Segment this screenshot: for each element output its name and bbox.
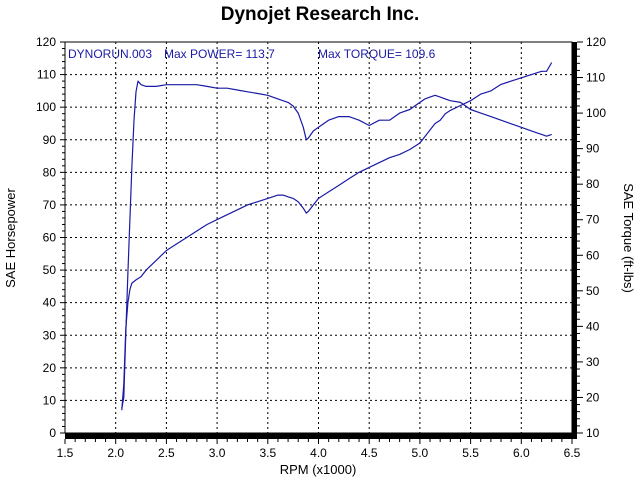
annotation-max-power: Max POWER= 113.7 [164, 47, 275, 61]
y-right-tick-label: 30 [586, 355, 600, 369]
y-left-tick-label: 80 [43, 165, 57, 179]
y-right-tick-label: 80 [586, 177, 600, 191]
y-left-tick-label: 30 [43, 328, 57, 342]
y-left-tick-label: 10 [43, 393, 57, 407]
y-left-tick-label: 60 [43, 231, 57, 245]
y-right-tick-label: 40 [586, 319, 600, 333]
y-left-tick-label: 90 [43, 133, 57, 147]
y-left-tick-label: 40 [43, 296, 57, 310]
grid [65, 42, 572, 433]
y-left-tick-label: 50 [43, 263, 57, 277]
x-ticks: 1.5 2.0 2.5 3.0 3.5 4.0 4.5 5.0 5.5 6.0 6.5 [57, 439, 581, 460]
x-tick-label: 3.0 [209, 446, 226, 460]
y-right-tick-label: 90 [586, 142, 600, 156]
y-left-ticks: 0 10 20 30 40 50 60 70 80 90 100 110 120 [36, 35, 65, 440]
y-right-tick-label: 10 [586, 426, 600, 440]
y-right-ticks: 10 20 30 40 50 60 70 80 90 100 110 120 [577, 35, 606, 440]
x-tick-label: 4.0 [310, 446, 327, 460]
y-right-tick-label: 100 [586, 106, 606, 120]
x-tick-label: 6.0 [513, 446, 530, 460]
x-tick-label: 5.5 [462, 446, 479, 460]
horsepower-line [121, 62, 553, 411]
annotation-run: DYNORUN.003 [68, 47, 152, 61]
x-tick-label: 4.5 [361, 446, 378, 460]
series-group [121, 62, 553, 411]
y-left-tick-label: 20 [43, 361, 57, 375]
x-tick-label: 5.0 [412, 446, 429, 460]
y-right-tick-label: 20 [586, 390, 600, 404]
x-axis-label: RPM (x1000) [280, 462, 357, 477]
y-right-tick-label: 110 [586, 71, 605, 85]
y-right-tick-label: 70 [586, 213, 600, 227]
y-left-tick-label: 0 [49, 426, 56, 440]
chart-title: Dynojet Research Inc. [221, 4, 420, 25]
y-right-tick-label: 120 [586, 35, 606, 49]
x-tick-label: 2.0 [107, 446, 124, 460]
y-right-axis-label: SAE Torque (ft-lbs) [621, 183, 636, 293]
y-left-tick-label: 70 [43, 198, 57, 212]
y-left-tick-label: 100 [36, 100, 56, 114]
y-right-axis-bar [572, 42, 577, 439]
y-left-axis-label: SAE Horsepower [3, 187, 18, 287]
annotation-max-torque: Max TORQUE= 109.6 [318, 47, 436, 61]
x-tick-label: 3.5 [259, 446, 276, 460]
torque-line [121, 80, 552, 409]
y-left-tick-label: 120 [36, 35, 56, 49]
x-tick-label: 6.5 [564, 446, 581, 460]
y-right-tick-label: 50 [586, 284, 600, 298]
x-tick-label: 1.5 [57, 446, 74, 460]
x-axis-bar [65, 433, 572, 439]
y-right-tick-label: 60 [586, 248, 600, 262]
y-left-tick-label: 110 [37, 68, 56, 82]
x-tick-label: 2.5 [158, 446, 175, 460]
